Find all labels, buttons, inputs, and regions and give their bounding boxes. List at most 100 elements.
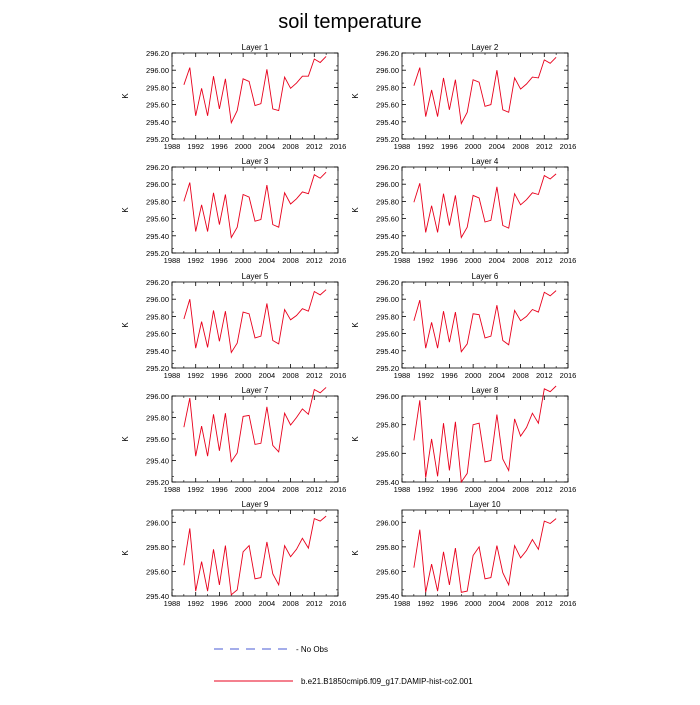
- y-tick-label: 295.80: [146, 83, 169, 92]
- y-tick-label: 295.60: [376, 101, 399, 110]
- y-tick-label: 295.60: [146, 567, 169, 576]
- panel-title: Layer 5: [242, 272, 269, 281]
- y-axis-label: K: [121, 322, 130, 328]
- x-tick-label: 2012: [536, 371, 553, 380]
- x-tick-label: 2008: [282, 371, 299, 380]
- x-tick-label: 2016: [330, 599, 347, 608]
- y-tick-label: 295.40: [146, 347, 169, 356]
- x-tick-label: 2012: [306, 256, 323, 265]
- y-tick-label: 295.20: [146, 249, 169, 258]
- legend-sim-label: b.e21.B1850cmip6.f09_g17.DAMIP-hist-co2.…: [301, 677, 473, 686]
- x-tick-label: 2008: [512, 142, 529, 151]
- y-tick-label: 295.80: [146, 312, 169, 321]
- x-tick-label: 1988: [164, 371, 181, 380]
- x-tick-label: 2016: [330, 485, 347, 494]
- x-tick-label: 2012: [536, 142, 553, 151]
- y-tick-label: 295.60: [146, 215, 169, 224]
- y-axis-label: K: [121, 207, 130, 213]
- x-tick-label: 2000: [465, 371, 482, 380]
- y-tick-label: 295.80: [376, 543, 399, 552]
- y-tick-label: 296.00: [146, 66, 169, 75]
- x-tick-label: 1988: [164, 256, 181, 265]
- plot-frame: [171, 52, 339, 140]
- y-axis-label: K: [351, 550, 360, 556]
- series-line: [183, 56, 327, 125]
- x-tick-label: 2016: [330, 371, 347, 380]
- chart-panel-6: Layer 6 K 1988 1992 1996 2000 2004 2008 2012 2016…: [351, 272, 576, 380]
- y-tick-label: 295.40: [376, 478, 399, 487]
- y-tick-label: 296.00: [146, 392, 169, 401]
- plot-frame: [171, 395, 339, 483]
- series-line: [183, 515, 327, 596]
- y-tick-label: 295.20: [376, 135, 399, 144]
- y-tick-label: 296.00: [376, 66, 399, 75]
- y-tick-label: 295.60: [376, 330, 399, 339]
- x-tick-label: 1992: [187, 485, 204, 494]
- plot-frame: [401, 509, 569, 597]
- series-line: [183, 387, 327, 463]
- x-tick-label: 2004: [489, 256, 506, 265]
- y-tick-label: 295.60: [376, 449, 399, 458]
- x-tick-label: 2008: [282, 485, 299, 494]
- y-tick-label: 295.60: [146, 101, 169, 110]
- y-tick-label: 295.20: [376, 364, 399, 373]
- y-axis-label: K: [351, 436, 360, 442]
- x-tick-label: 2000: [235, 256, 252, 265]
- x-tick-label: 2004: [259, 256, 276, 265]
- series-line: [413, 385, 557, 484]
- y-tick-label: 295.80: [146, 197, 169, 206]
- y-tick-label: 295.40: [146, 232, 169, 241]
- x-tick-label: 1996: [441, 142, 458, 151]
- x-tick-label: 1988: [164, 142, 181, 151]
- x-tick-label: 2004: [259, 485, 276, 494]
- y-tick-label: 296.20: [376, 163, 399, 172]
- x-tick-label: 1988: [164, 485, 181, 494]
- legend: - No Obs b.e21.B1850cmip6.f09_g17.DAMIP-…: [214, 645, 473, 686]
- x-tick-label: 1992: [187, 371, 204, 380]
- chart-panel-10: Layer 10 K 1988 1992 1996 2000 2004 2008 2012 201…: [351, 500, 576, 608]
- x-tick-label: 2012: [306, 371, 323, 380]
- x-tick-label: 2012: [536, 599, 553, 608]
- y-tick-label: 295.80: [376, 312, 399, 321]
- x-tick-label: 2000: [235, 599, 252, 608]
- x-tick-label: 2000: [235, 371, 252, 380]
- x-tick-label: 2000: [465, 599, 482, 608]
- x-tick-label: 2000: [465, 485, 482, 494]
- x-tick-label: 2000: [465, 142, 482, 151]
- x-tick-label: 1996: [211, 485, 228, 494]
- x-tick-label: 2016: [330, 142, 347, 151]
- panel-title: Layer 10: [469, 500, 501, 509]
- y-tick-label: 295.80: [146, 414, 169, 423]
- x-tick-label: 2012: [306, 142, 323, 151]
- y-tick-label: 296.00: [146, 518, 169, 527]
- chart-panels: Layer 1 K 1988 1992 1996 2000 2004 2008 2012 2016…: [121, 43, 576, 608]
- y-axis-label: K: [351, 207, 360, 213]
- y-tick-label: 296.00: [376, 518, 399, 527]
- x-tick-label: 2008: [282, 599, 299, 608]
- y-tick-label: 295.20: [146, 364, 169, 373]
- x-tick-label: 2004: [489, 371, 506, 380]
- y-tick-label: 295.20: [376, 249, 399, 258]
- x-tick-label: 2012: [306, 599, 323, 608]
- y-tick-label: 295.20: [146, 478, 169, 487]
- chart-panel-4: Layer 4 K 1988 1992 1996 2000 2004 2008 2012 2016…: [351, 157, 576, 265]
- x-tick-label: 2016: [560, 599, 577, 608]
- y-axis-label: K: [121, 93, 130, 99]
- series-line: [413, 173, 557, 239]
- y-tick-label: 296.20: [376, 278, 399, 287]
- y-tick-label: 296.00: [146, 295, 169, 304]
- x-tick-label: 2000: [235, 142, 252, 151]
- x-tick-label: 1992: [417, 371, 434, 380]
- y-axis-label: K: [121, 550, 130, 556]
- x-tick-label: 1996: [441, 485, 458, 494]
- y-tick-label: 296.20: [146, 278, 169, 287]
- y-tick-label: 296.20: [146, 49, 169, 58]
- y-axis-label: K: [121, 436, 130, 442]
- chart-panel-7: Layer 7 K 1988 1992 1996 2000 2004 2008 2012 2016…: [121, 386, 346, 494]
- y-tick-label: 296.00: [146, 180, 169, 189]
- y-tick-label: 295.60: [376, 215, 399, 224]
- x-tick-label: 2012: [306, 485, 323, 494]
- panel-title: Layer 6: [472, 272, 499, 281]
- x-tick-label: 1992: [417, 256, 434, 265]
